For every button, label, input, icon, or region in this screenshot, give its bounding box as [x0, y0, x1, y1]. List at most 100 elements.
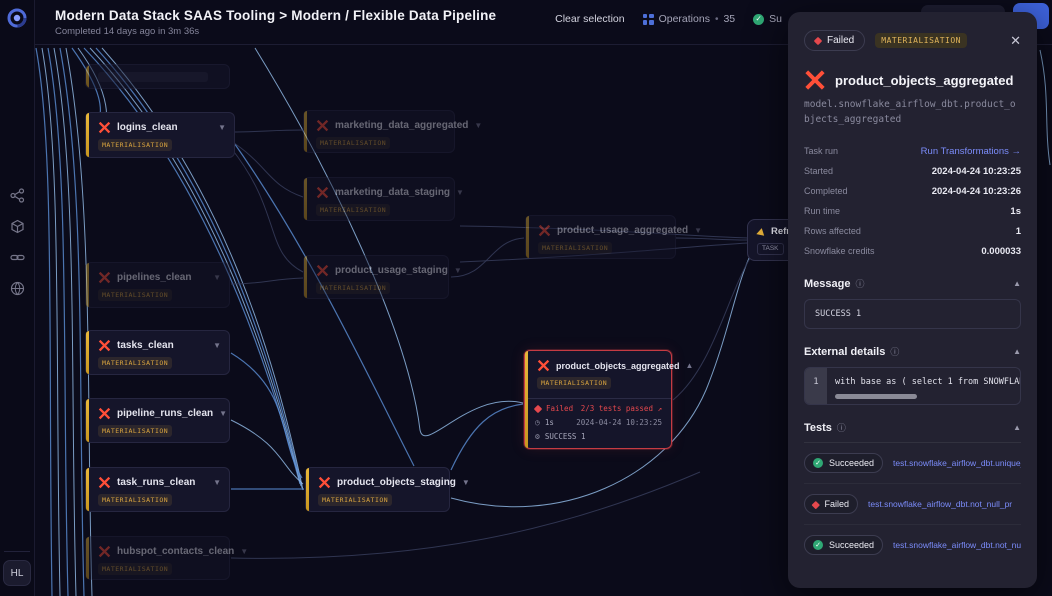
chevron-down-icon[interactable]: ▼ [240, 547, 249, 556]
node-name: task_runs_clean [117, 477, 196, 488]
sidebar-divider [4, 551, 30, 552]
ghost-badge [98, 72, 208, 82]
cube-icon[interactable] [10, 219, 25, 234]
task-run-link[interactable]: Run Transformations → [920, 145, 1021, 157]
dbt-icon [98, 407, 111, 420]
chevron-down-icon[interactable]: ▼ [694, 226, 703, 235]
line-number: 1 [805, 368, 827, 405]
collapse-icon[interactable]: ▲ [1013, 423, 1021, 433]
succeeded-check-icon: ✓ [753, 13, 765, 25]
chevron-down-icon[interactable]: ▼ [213, 341, 221, 350]
dag-node-tasks-clean[interactable]: tasks_clean ▼ MATERIALISATION [85, 330, 230, 375]
tests-divider [804, 442, 1021, 444]
info-icon: ⓘ [890, 347, 900, 358]
succeeded-label: Su [769, 13, 782, 25]
field-row: Started 2024-04-24 10:23:25 [804, 165, 1021, 177]
node-name: pipeline_runs_clean [117, 408, 214, 419]
run-status-subtitle: Completed 14 days ago in 3m 36s [55, 25, 200, 37]
link-icon[interactable] [9, 250, 25, 265]
chevron-down-icon[interactable]: ▼ [213, 273, 221, 282]
tests-section-header: Tests ⓘ ▲ [804, 421, 1021, 434]
node-stripe [525, 351, 528, 448]
node-message: SUCCESS 1 [544, 432, 586, 441]
chevron-down-icon[interactable]: ▼ [453, 266, 462, 275]
dag-node-product-usage-staging[interactable]: product_usage_staging ▼ MATERIALISATION [303, 255, 462, 299]
panel-title: product_objects_aggregated [835, 72, 1014, 88]
clock-icon: ◷ [535, 418, 540, 427]
field-row: Rows affected 1 [804, 225, 1021, 237]
field-row: Task run Run Transformations → [804, 145, 1021, 157]
dag-node-product-usage-aggregated[interactable]: product_usage_aggregated ▼ MATERIALISATI… [525, 215, 702, 259]
node-stripe [304, 111, 307, 152]
node-stripe [304, 256, 307, 298]
dag-node-logins-clean[interactable]: logins_clean ▼ MATERIALISATION [85, 112, 235, 158]
clear-selection-button[interactable]: Clear selection [555, 13, 625, 25]
node-type-badge: MATERIALISATION [316, 282, 391, 294]
horizontal-scrollbar[interactable] [835, 394, 917, 400]
chevron-down-icon[interactable]: ▼ [213, 478, 221, 487]
lineage-icon[interactable] [9, 188, 25, 203]
node-stripe [86, 113, 89, 157]
field-row: Snowflake credits 0.000033 [804, 245, 1021, 257]
chevron-down-icon[interactable]: ▼ [474, 121, 483, 130]
user-avatar[interactable]: HL [3, 560, 31, 586]
dbt-icon [316, 119, 329, 132]
page-title: Modern Data Stack SAAS Tooling > Modern … [55, 7, 497, 23]
node-name: pipelines_clean [117, 272, 192, 283]
node-detail-panel: Failed MATERIALISATION ✕ product_objects… [788, 12, 1037, 588]
dbt-icon [316, 264, 329, 277]
node-type-badge: MATERIALISATION [318, 494, 393, 506]
dag-node-product-objects-staging[interactable]: product_objects_staging ▼ MATERIALISATIO… [305, 467, 470, 512]
sql-code-block: 1 with base as ( select 1 from SNOWFLAKE [804, 367, 1021, 406]
dag-node-ghost[interactable] [85, 64, 230, 89]
dag-node-marketing-data-staging[interactable]: marketing_data_staging ▼ MATERIALISATION [303, 177, 464, 221]
dag-node-pipelines-clean[interactable]: pipelines_clean ▼ MATERIALISATION [85, 262, 230, 308]
node-type-badge: MATERIALISATION [537, 377, 612, 389]
info-icon: ⓘ [836, 423, 846, 434]
field-row: Completed 2024-04-24 10:23:26 [804, 185, 1021, 197]
node-type-badge: MATERIALISATION [98, 357, 173, 369]
chevron-down-icon[interactable]: ▼ [461, 478, 470, 487]
close-icon[interactable]: ✕ [1010, 32, 1021, 48]
dag-node-product-objects-aggregated-selected[interactable]: product_objects_aggregated ▲ MATERIALISA… [524, 350, 693, 449]
dbt-icon [98, 476, 111, 489]
node-stripe [526, 216, 529, 258]
dot-separator: • [714, 13, 719, 25]
node-type-badge: MATERIALISATION [538, 242, 613, 254]
field-row: Run time 1s [804, 205, 1021, 217]
node-type-badge: MATERIALISATION [98, 425, 173, 437]
chevron-down-icon[interactable]: ▼ [218, 123, 226, 132]
node-stripe [86, 399, 89, 442]
info-icon: ⓘ [855, 279, 865, 290]
dag-node-pipeline-runs-clean[interactable]: pipeline_runs_clean ▼ MATERIALISATION [85, 398, 230, 443]
chevron-up-icon[interactable]: ▲ [685, 361, 694, 370]
node-type-badge: MATERIALISATION [98, 289, 173, 301]
node-name: marketing_data_staging [335, 187, 451, 198]
collapse-icon[interactable]: ▲ [1013, 279, 1021, 289]
test-link[interactable]: test.snowflake_airflow_dbt.not_null_pr [868, 499, 1013, 510]
node-stripe [86, 331, 89, 374]
test-link[interactable]: test.snowflake_airflow_dbt.unique_pro [893, 458, 1021, 469]
header: Modern Data Stack SAAS Tooling > Modern … [35, 0, 1052, 45]
chevron-down-icon[interactable]: ▼ [456, 188, 464, 197]
tests-summary-link[interactable]: 2/3 tests passed ↗ [580, 404, 662, 413]
node-stripe [86, 65, 89, 88]
node-type-badge: TASK [757, 242, 784, 255]
node-name: logins_clean [117, 122, 178, 133]
node-stripe [86, 537, 89, 579]
test-row: ✓ Succeeded test.snowflake_airflow_dbt.n… [804, 525, 1021, 565]
dag-node-marketing-data-aggregated[interactable]: marketing_data_aggregated ▼ MATERIALISAT… [303, 110, 482, 153]
node-stripe [86, 468, 89, 511]
sidebar-nav [9, 188, 25, 296]
collapse-icon[interactable]: ▲ [1013, 347, 1021, 357]
node-stripe [86, 263, 89, 307]
node-type-badge: MATERIALISATION [316, 137, 391, 149]
app-logo-icon[interactable] [7, 8, 27, 28]
node-name: tasks_clean [117, 340, 174, 351]
dag-node-hubspot-contacts-clean[interactable]: hubspot_contacts_clean ▼ MATERIALISATION [85, 536, 248, 580]
dag-node-task-runs-clean[interactable]: task_runs_clean ▼ MATERIALISATION [85, 467, 230, 512]
chevron-down-icon[interactable]: ▼ [219, 409, 228, 418]
integrations-icon[interactable] [10, 281, 25, 296]
test-link[interactable]: test.snowflake_airflow_dbt.not_null_pr [893, 540, 1021, 551]
test-status-badge: Failed [804, 494, 859, 515]
